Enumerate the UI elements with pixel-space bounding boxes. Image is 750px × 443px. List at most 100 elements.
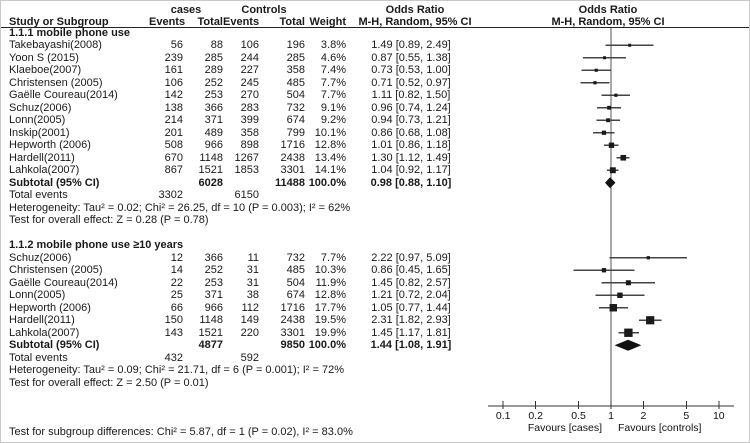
controls-events: 358: [240, 126, 259, 139]
study-row: Klaeboe(2007) 161 289 227 358 7.4% 0.73 [0.53,…: [1, 64, 476, 77]
study-label: Christensen (2005): [9, 264, 103, 276]
odds-ratio-ci: 1.04 [0.92, 1.17]: [371, 164, 451, 176]
odds-ratio-ci: 2.22 [0.97, 5.09]: [371, 251, 451, 264]
spacer: [305, 189, 346, 202]
spacer: [305, 352, 346, 365]
spacer: [346, 189, 476, 202]
effect-square: [614, 93, 618, 97]
header-group-cases: cases: [170, 4, 202, 16]
controls-total: 285: [286, 51, 305, 64]
weight-value: 10.1%: [314, 126, 346, 139]
controls-total: 3301: [280, 164, 305, 176]
odds-ratio-ci: 0.86 [0.68, 1.08]: [371, 126, 451, 139]
subtotal-cases-total: 6028: [198, 176, 223, 189]
cases-events: 142: [164, 89, 183, 101]
odds-ratio-ci: 1.45 [0.82, 2.57]: [371, 276, 451, 289]
study-row: Hardell(2011) 150 1148 149 2438 19.5% 2.31 [1.…: [1, 314, 476, 327]
study-row: Christensen (2005) 106 252 245 485 7.7% 0.71 […: [1, 77, 476, 90]
header-divider: [1, 27, 749, 28]
odds-ratio-ci: 1.21 [0.72, 2.04]: [371, 289, 451, 301]
effect-square: [646, 256, 650, 260]
spacer: [223, 339, 259, 352]
weight-value: 7.7%: [320, 76, 346, 89]
header-weight: Weight: [309, 16, 346, 28]
subtotal-odds-ratio-ci: 0.98 [0.88, 1.10]: [370, 176, 452, 189]
controls-total: 485: [286, 76, 305, 89]
subtotal-diamond: [605, 177, 616, 189]
total-events-cases: 3302: [158, 189, 183, 201]
cases-events: 143: [164, 326, 183, 339]
controls-events: 38: [246, 289, 259, 301]
cases-events: 508: [164, 139, 183, 151]
weight-value: 9.2%: [320, 114, 346, 126]
effect-square: [609, 167, 616, 174]
odds-ratio-ci: 1.11 [0.82, 1.50]: [371, 89, 451, 101]
study-label: Inskip(2001): [9, 126, 70, 139]
study-row: Gaëlle Coureau(2014) 142 253 270 504 7.7% 1.11…: [1, 89, 476, 102]
study-row: Yoon S (2015) 239 285 244 285 4.6% 0.87 [0.55,…: [1, 52, 476, 65]
controls-total: 674: [286, 289, 305, 301]
study-row: Lonn(2005) 25 371 38 674 12.8% 1.21 [0.72, 2.0…: [1, 289, 476, 302]
controls-total: 2438: [280, 151, 305, 164]
total-events-label: Total events: [9, 351, 68, 364]
subtotal-cases-total: 4877: [198, 339, 223, 351]
study-label: Lahkola(2007): [9, 164, 80, 176]
controls-events: 31: [246, 264, 259, 276]
effect-square: [607, 105, 611, 110]
controls-events: 149: [240, 314, 259, 326]
study-label: Yoon S (2015): [9, 51, 79, 64]
subgroup-table-2: 1.1.2 mobile phone use ≥10 years Schuz(20…: [1, 239, 476, 389]
weight-value: 10.3%: [314, 264, 346, 276]
study-row: Lahkola(2007) 143 1521 220 3301 19.9% 1.45 [1.…: [1, 327, 476, 340]
cases-total: 966: [204, 301, 223, 314]
header-or-title-right: Odds Ratio: [578, 4, 638, 16]
cases-events: 66: [170, 301, 183, 314]
effect-square: [624, 328, 633, 337]
controls-events: 283: [240, 101, 259, 114]
odds-ratio-ci: 0.87 [0.55, 1.38]: [371, 51, 451, 64]
cases-events: 138: [164, 101, 183, 114]
heterogeneity-text: Heterogeneity: Tau² = 0.02; Chi² = 26.25…: [9, 201, 351, 214]
study-label: Gaëlle Coureau(2014): [9, 276, 118, 289]
cases-total: 1148: [199, 151, 223, 164]
axis-tick-label: 5: [683, 410, 689, 422]
overall-effect-row: Test for overall effect: Z = 2.50 (P = 0…: [1, 377, 476, 390]
overall-effect-text: Test for overall effect: Z = 2.50 (P = 0…: [9, 376, 209, 389]
spacer: [149, 177, 183, 190]
controls-total: 504: [286, 276, 305, 289]
odds-ratio-ci: 0.86 [0.45, 1.65]: [371, 264, 451, 276]
cases-events: 14: [170, 264, 183, 276]
cases-total: 252: [204, 264, 223, 276]
spacer: [183, 189, 223, 202]
study-label: Hepworth (2006): [9, 139, 91, 151]
subtotal-odds-ratio-ci: 1.44 [1.08, 1.91]: [370, 339, 452, 351]
weight-value: 12.8%: [314, 289, 346, 301]
cases-total: 1521: [198, 164, 223, 176]
cases-events: 161: [164, 64, 183, 76]
controls-total: 674: [286, 114, 305, 126]
heterogeneity-row: Heterogeneity: Tau² = 0.02; Chi² = 26.25…: [1, 202, 476, 215]
study-label: Lonn(2005): [9, 289, 66, 301]
weight-value: 11.9%: [315, 276, 346, 289]
cases-total: 371: [204, 289, 223, 301]
cases-total: 366: [204, 101, 223, 114]
odds-ratio-ci: 0.96 [0.74, 1.24]: [371, 101, 451, 114]
controls-total: 485: [286, 264, 305, 276]
controls-total: 732: [286, 251, 305, 264]
subtotal-weight: 100.0%: [308, 176, 346, 189]
axis-tick-label: 10: [713, 410, 725, 422]
controls-total: 504: [286, 89, 305, 101]
overall-effect-text: Test for overall effect: Z = 0.28 (P = 0…: [9, 214, 209, 226]
subgroup-table-1: 1.1.1 mobile phone use Takebayashi(2008) 5…: [1, 27, 476, 227]
odds-ratio-ci: 1.05 [0.77, 1.44]: [371, 301, 451, 314]
effect-square: [602, 56, 606, 60]
odds-ratio-ci: 0.71 [0.52, 0.97]: [371, 76, 451, 89]
axis-tick-label: 1: [608, 410, 614, 422]
spacer: [259, 352, 305, 365]
study-label: Hardell(2011): [9, 314, 75, 326]
cases-total: 289: [204, 64, 223, 76]
effect-square: [609, 304, 618, 312]
header-events-controls: Events: [223, 16, 260, 28]
effect-square: [593, 81, 597, 85]
controls-events: 106: [240, 39, 259, 51]
